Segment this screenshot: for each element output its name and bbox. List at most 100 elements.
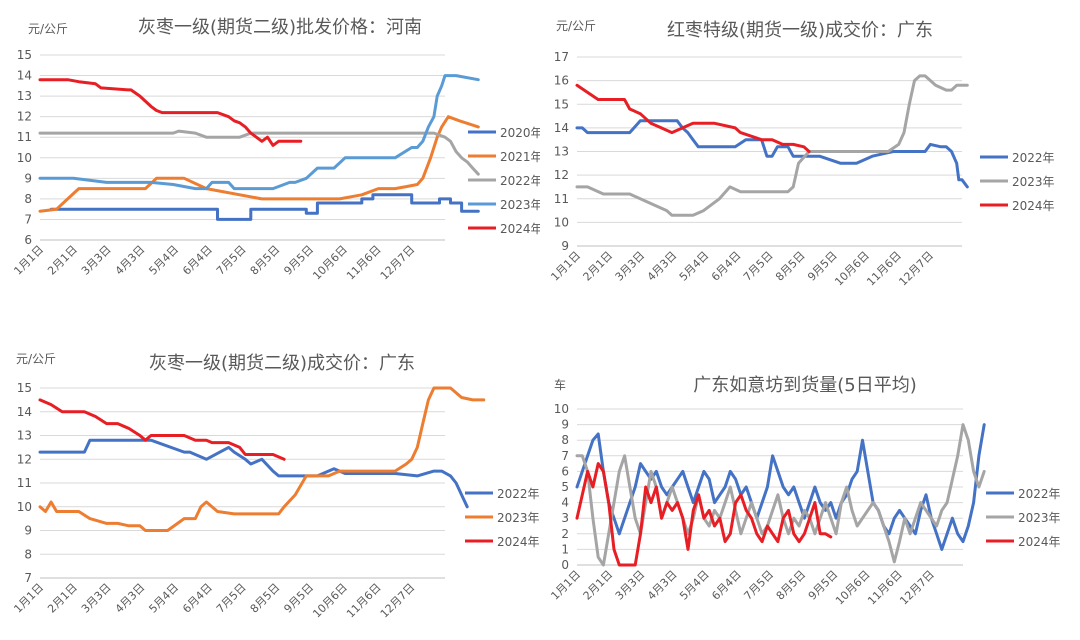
x-tick-label: 10月6日 <box>832 249 872 289</box>
series-line-2020年 <box>49 193 480 221</box>
x-tick-label: 3月3日 <box>79 243 114 278</box>
y-tick-label: 14 <box>17 69 32 83</box>
chart-title: 红枣特级(期货一级)成交价：广东 <box>667 20 933 41</box>
x-tick-label: 6月4日 <box>180 243 215 278</box>
chart-panel-henan-gray-date-wholesale: 6 7 8 9 10 11 12 13 14 15 1月1日 2月1日 3月3日 4月3日 5月4日 6月4日… <box>0 0 542 318</box>
series-line-2022年 <box>38 438 469 509</box>
y-tick-label: 12 <box>17 452 32 466</box>
x-tick-label: 8月5日 <box>248 243 283 278</box>
y-tick-label: 3 <box>561 511 569 525</box>
legend-label: 2020年 <box>500 126 540 140</box>
x-tick-label: 2月1日 <box>45 581 80 616</box>
legend-label: 2023年 <box>497 511 540 525</box>
y-axis-unit-label: 元/公斤 <box>556 19 596 33</box>
x-tick-label: 1月1日 <box>11 581 46 616</box>
chart-title: 广东如意坊到货量(5日平均) <box>693 375 917 396</box>
series-line-2024年 <box>575 83 811 153</box>
x-tick-label: 6月4日 <box>180 581 215 616</box>
x-tick-label: 11月6日 <box>344 243 384 283</box>
y-tick-label: 9 <box>561 239 569 253</box>
y-tick-label: 17 <box>554 50 569 64</box>
x-tick-label: 2月1日 <box>581 568 616 603</box>
chart-panel-guangdong-arrivals: 0 1 2 3 4 5 6 7 8 9 10 1月1日 2月1日 3月3日 4月3日 5月4日 6月4日 7月5日… <box>540 318 1080 636</box>
y-tick-label: 13 <box>554 145 569 159</box>
y-tick-label: 14 <box>17 405 32 419</box>
y-tick-label: 15 <box>17 48 32 62</box>
x-tick-label: 12月7日 <box>378 581 418 621</box>
y-tick-label: 9 <box>24 171 32 185</box>
x-tick-label: 7月5日 <box>214 581 249 616</box>
x-tick-label: 1月1日 <box>548 249 583 284</box>
series-line-2024年 <box>575 462 833 567</box>
legend-label: 2022年 <box>1018 487 1061 501</box>
y-tick-label: 7 <box>24 571 32 585</box>
y-tick-label: 8 <box>24 547 32 561</box>
y-tick-label: 7 <box>24 212 32 226</box>
x-tick-label: 11月6日 <box>344 581 384 621</box>
x-tick-label: 3月3日 <box>613 249 648 284</box>
x-tick-label: 8月5日 <box>248 581 283 616</box>
x-tick-label: 12月7日 <box>897 568 937 608</box>
y-tick-label: 10 <box>554 215 569 229</box>
series-line-2023年 <box>38 74 480 191</box>
y-axis-unit-label: 元/公斤 <box>28 22 68 36</box>
chart-svg: 7 8 9 10 11 12 13 14 15 1月1日 2月1日 3月3日 4月3日 5月4日 6月4日 7… <box>11 352 540 621</box>
x-tick-label: 4月3日 <box>645 568 680 603</box>
x-tick-label: 7月5日 <box>214 243 249 278</box>
series-line-2022年 <box>38 129 480 176</box>
y-tick-label: 0 <box>561 558 569 572</box>
chart-panel-guangdong-red-date-price: 9 10 11 12 13 14 15 16 17 1月1日 2月1日 3月3日 4月3日 5月4日 6月4… <box>540 0 1080 318</box>
y-tick-label: 6 <box>24 233 32 247</box>
x-tick-label: 7月5日 <box>741 568 776 603</box>
chart-title: 灰枣一级(期货二级)批发价格：河南 <box>138 17 422 38</box>
legend-label: 2022年 <box>497 487 540 501</box>
y-tick-label: 12 <box>17 110 32 124</box>
y-tick-label: 16 <box>554 74 569 88</box>
x-tick-label: 10月6日 <box>310 581 350 621</box>
legend-label: 2024年 <box>1018 535 1061 549</box>
x-tick-label: 12月7日 <box>378 243 418 283</box>
y-tick-label: 5 <box>561 480 569 494</box>
x-tick-label: 3月3日 <box>613 568 648 603</box>
x-tick-label: 4月3日 <box>113 243 148 278</box>
y-tick-label: 12 <box>554 168 569 182</box>
legend-label: 2022年 <box>500 174 540 188</box>
legend-label: 2024年 <box>497 535 540 549</box>
legend-label: 2024年 <box>500 222 540 236</box>
x-tick-label: 11月6日 <box>865 568 905 608</box>
legend-label: 2021年 <box>500 150 540 164</box>
y-tick-label: 8 <box>561 433 569 447</box>
y-tick-label: 2 <box>561 527 569 541</box>
x-tick-label: 5月4日 <box>146 581 181 616</box>
y-tick-label: 11 <box>554 192 569 206</box>
y-tick-label: 7 <box>561 449 569 463</box>
chart-title: 灰枣一级(期货二级)成交价：广东 <box>149 353 415 374</box>
legend-label: 2022年 <box>1012 151 1055 165</box>
y-tick-label: 14 <box>554 121 569 135</box>
series-line-2022年 <box>575 423 986 551</box>
y-tick-label: 6 <box>561 464 569 478</box>
series-line-2024年 <box>38 78 303 147</box>
y-tick-label: 10 <box>17 500 32 514</box>
x-tick-label: 10月6日 <box>310 243 350 283</box>
chart-svg: 9 10 11 12 13 14 15 16 17 1月1日2月1日3月3日4月3日5月4日6月4… <box>548 19 1055 289</box>
legend-label: 2023年 <box>500 198 540 212</box>
x-tick-label: 8月5日 <box>774 568 809 603</box>
x-tick-label: 4月3日 <box>645 249 680 284</box>
chart-panel-guangdong-gray-date-price: 7 8 9 10 11 12 13 14 15 1月1日 2月1日 3月3日 4月3日 5月4日 6月4日 7… <box>0 318 540 636</box>
x-tick-label: 5月4日 <box>677 249 712 284</box>
x-tick-label: 10月6日 <box>833 568 873 608</box>
x-tick-label: 1月1日 <box>548 568 583 603</box>
x-tick-label: 12月7日 <box>896 249 936 289</box>
y-tick-label: 10 <box>17 151 32 165</box>
y-axis-unit-label: 元/公斤 <box>16 352 56 366</box>
x-tick-label: 8月5日 <box>773 249 808 284</box>
x-tick-label: 2月1日 <box>45 243 80 278</box>
series-line-2023年 <box>38 386 486 532</box>
y-tick-label: 15 <box>554 97 569 111</box>
y-tick-label: 9 <box>561 418 569 432</box>
y-tick-label: 11 <box>17 130 32 144</box>
y-axis-unit-label: 车 <box>554 377 566 392</box>
x-tick-label: 3月3日 <box>79 581 114 616</box>
y-tick-label: 10 <box>554 402 569 416</box>
